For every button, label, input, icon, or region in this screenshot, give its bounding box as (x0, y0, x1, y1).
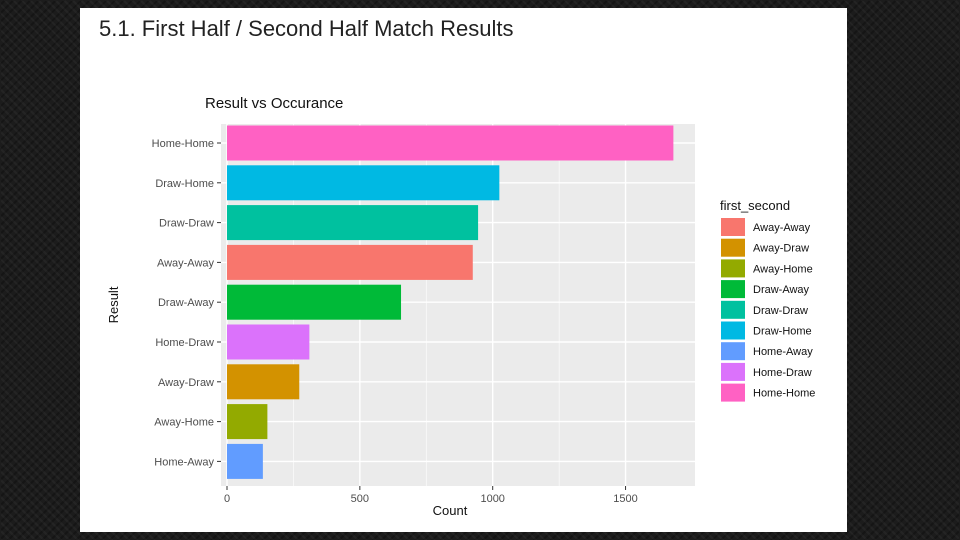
bar-away-draw (227, 364, 300, 400)
legend-label: Draw-Home (753, 326, 812, 338)
legend-swatch (721, 321, 745, 340)
y-tick-label: Draw-Away (158, 297, 215, 309)
x-tick-label: 500 (351, 493, 369, 505)
legend-label: Draw-Draw (753, 305, 808, 317)
y-tick-label: Home-Away (154, 456, 214, 468)
x-tick-label: 1000 (480, 493, 504, 505)
y-axis-ticks: Home-Home Draw-Home Draw-Draw Away-Away Draw… (152, 138, 221, 468)
y-tick-label: Away-Draw (158, 377, 214, 389)
y-axis-title: Result (106, 286, 121, 323)
legend-swatch (721, 218, 745, 236)
bars (227, 125, 674, 479)
legend-swatch (721, 238, 745, 257)
bar-home-home (227, 125, 674, 161)
chart-title: Result vs Occurance (205, 95, 343, 112)
legend-swatch (721, 362, 745, 381)
legend-swatch (721, 383, 745, 402)
y-tick-label: Draw-Draw (159, 218, 214, 230)
bar-draw-home (227, 165, 500, 201)
legend-label: Away-Home (753, 263, 813, 275)
slide-title: 5.1. First Half / Second Half Match Resu… (99, 16, 514, 41)
bar-home-draw (227, 324, 310, 360)
legend-swatch (721, 342, 745, 361)
bar-draw-draw (227, 205, 479, 241)
y-tick-label: Draw-Home (155, 178, 214, 190)
y-tick-label: Home-Home (152, 138, 214, 150)
legend-swatch (721, 300, 745, 319)
chart: Result vs Occurance Home-Home Draw-Home Dr… (106, 95, 815, 518)
x-axis-title: Count (433, 503, 468, 518)
bar-home-away (227, 443, 263, 479)
x-tick-label: 0 (224, 493, 230, 505)
slide: 5.1. First Half / Second Half Match Resu… (80, 8, 847, 532)
legend-title: first_second (720, 198, 790, 213)
x-tick-label: 1500 (613, 493, 637, 505)
legend-label: Home-Draw (753, 367, 812, 379)
bar-away-home (227, 404, 268, 440)
legend-label: Home-Away (753, 346, 813, 358)
bar-draw-away (227, 284, 402, 320)
y-tick-label: Away-Home (154, 417, 214, 429)
legend-label: Draw-Away (753, 284, 810, 296)
legend-label: Away-Away (753, 222, 811, 234)
y-tick-label: Home-Draw (155, 337, 214, 349)
y-tick-label: Away-Away (157, 257, 215, 269)
legend-swatch (721, 259, 745, 278)
legend-swatch (721, 280, 745, 299)
legend-label: Home-Home (753, 388, 815, 400)
bar-away-away (227, 244, 473, 280)
x-axis-ticks: 0 500 1000 1500 (224, 486, 638, 505)
legend-label: Away-Draw (753, 243, 809, 255)
legend: Away-Away Away-Draw Away-Home Draw-Away Draw… (721, 218, 815, 402)
